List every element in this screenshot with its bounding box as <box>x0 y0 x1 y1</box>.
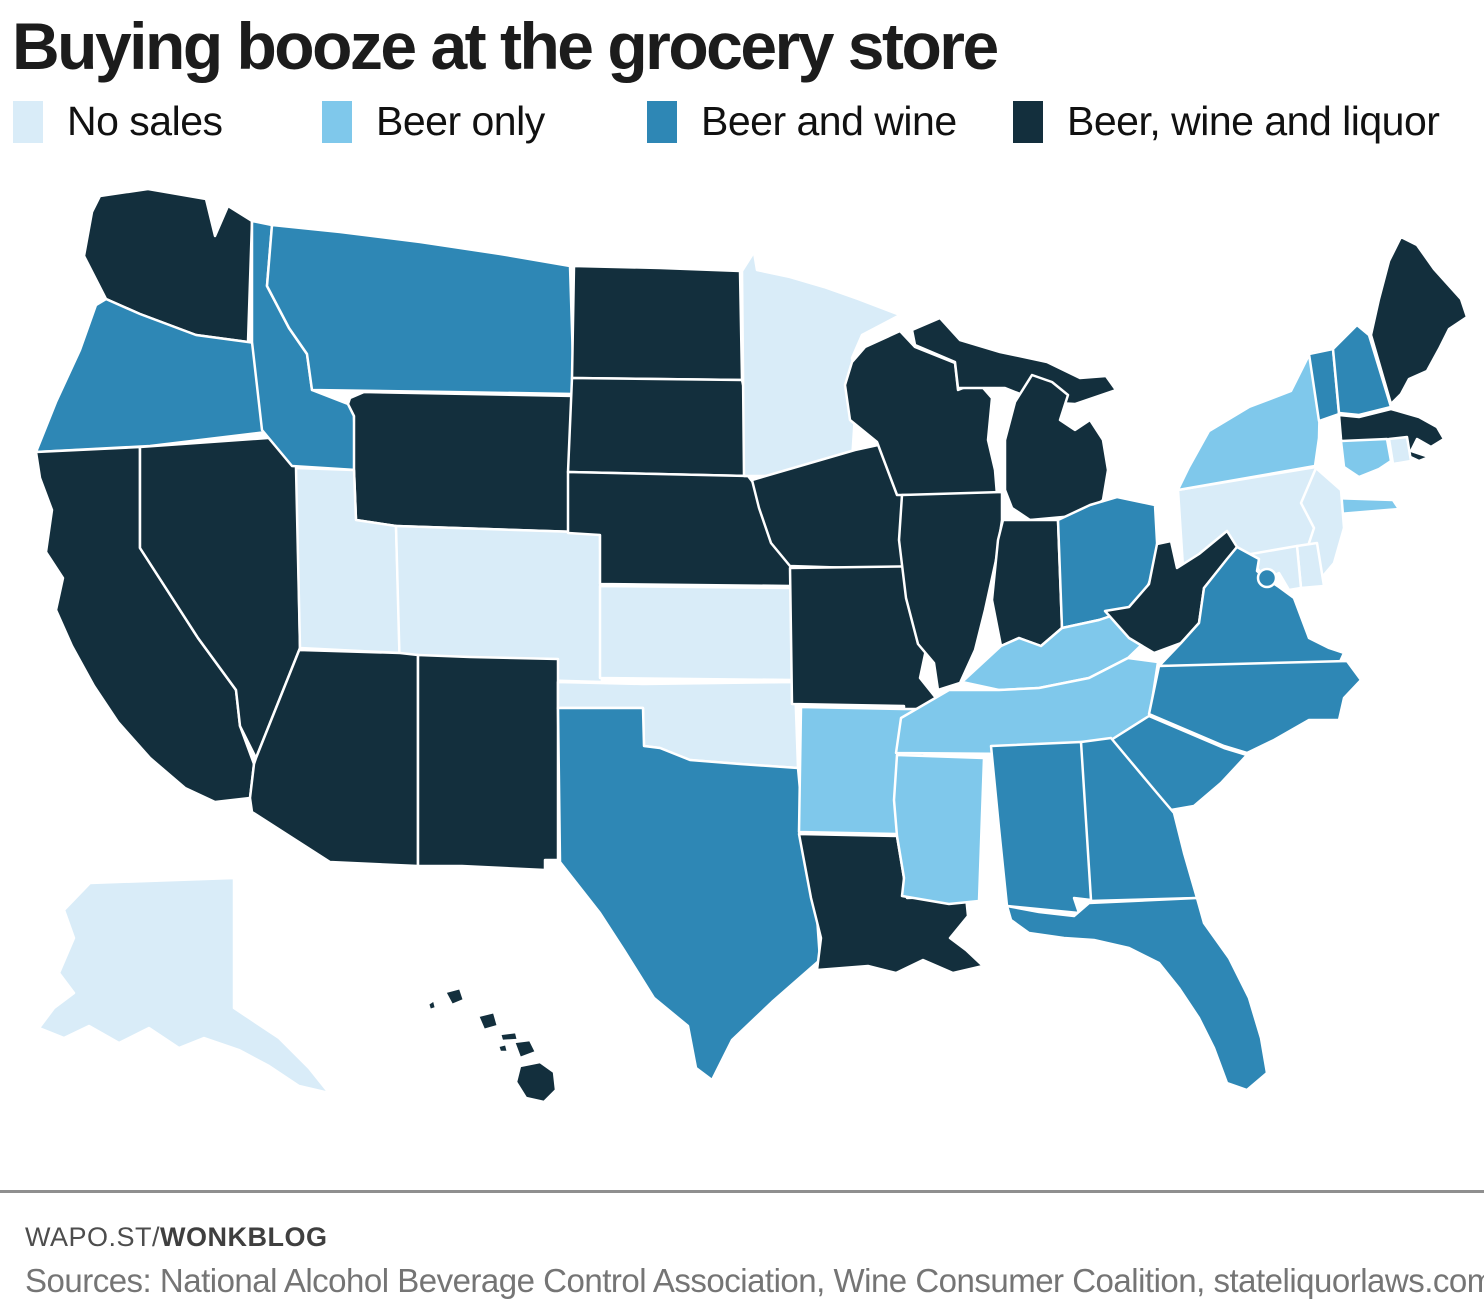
state-indiana <box>990 518 1064 648</box>
legend-item-beer-and-wine: Beer and wine <box>647 98 957 145</box>
state-tennessee <box>894 656 1160 757</box>
legend-label-no-sales: No sales <box>67 98 223 144</box>
us-choropleth-map <box>0 160 1484 1200</box>
legend: No sales Beer only Beer and wine Beer, w… <box>0 98 1484 150</box>
state-wyoming <box>346 390 580 534</box>
wonkblog-credit-bold: WONKBLOG <box>160 1222 328 1252</box>
state-west-virginia <box>1103 529 1239 655</box>
state-kansas <box>598 584 797 682</box>
state-maine <box>1369 235 1469 406</box>
maryland-county-dot <box>1256 567 1278 589</box>
legend-swatch-no-sales <box>13 100 43 143</box>
state-new-york <box>1169 347 1323 506</box>
state-montana <box>265 223 576 396</box>
legend-label-beer-wine-liquor: Beer, wine and liquor <box>1067 98 1440 144</box>
state-michigan <box>1003 373 1110 522</box>
state-wisconsin <box>843 329 999 497</box>
legend-label-beer-only: Beer only <box>376 98 545 144</box>
sources-note: Sources: National Alcohol Beverage Contr… <box>25 1262 1484 1299</box>
state-alaska <box>37 876 331 1095</box>
legend-swatch-beer-only <box>322 100 352 143</box>
state-new-mexico <box>416 653 560 872</box>
state-rhode-island <box>1387 435 1413 466</box>
legend-swatch-beer-wine-liquor <box>1013 100 1043 143</box>
state-north-dakota <box>570 264 744 382</box>
state-hawaii-niihau <box>426 998 438 1012</box>
state-connecticut <box>1339 437 1393 479</box>
state-florida <box>1005 896 1269 1092</box>
legend-swatch-beer-and-wine <box>647 100 677 143</box>
state-hawaii-maui <box>512 1038 538 1060</box>
state-mississippi <box>892 753 986 906</box>
legend-item-no-sales: No sales <box>13 98 223 145</box>
state-michigan-upper-peninsula <box>910 316 1118 406</box>
wonkblog-credit: WAPO.ST/WONKBLOG <box>25 1222 328 1253</box>
state-south-dakota <box>566 376 750 478</box>
page-title: Buying booze at the grocery store <box>12 9 999 83</box>
state-hawaii-oahu <box>476 1010 500 1032</box>
state-arizona <box>248 646 420 868</box>
state-hawaii-molokai <box>498 1030 520 1043</box>
state-hawaii-big-island <box>514 1060 558 1104</box>
state-alabama <box>989 740 1093 915</box>
state-north-carolina <box>1147 659 1363 755</box>
state-hawaii-lanai <box>496 1042 510 1054</box>
legend-label-beer-and-wine: Beer and wine <box>701 98 957 144</box>
legend-item-beer-wine-liquor: Beer, wine and liquor <box>1013 98 1440 145</box>
wonkblog-credit-prefix: WAPO.ST/ <box>25 1222 161 1252</box>
legend-item-beer-only: Beer only <box>322 98 545 145</box>
state-hawaii-kauai <box>443 986 466 1007</box>
state-new-hampshire <box>1331 323 1393 417</box>
footer-divider <box>0 1190 1484 1193</box>
